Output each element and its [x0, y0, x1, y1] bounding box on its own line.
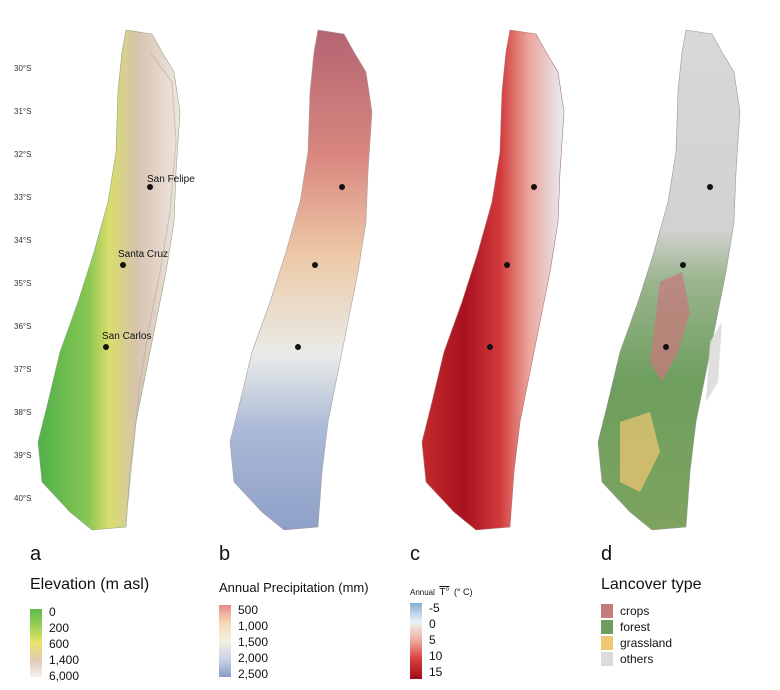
lat-32: 32°S: [14, 150, 32, 159]
lat-37: 37°S: [14, 365, 32, 374]
legend-swatch-crops: [601, 604, 613, 618]
legend-label-grassland: grassland: [620, 636, 673, 650]
legend-label: 5: [429, 633, 436, 647]
city-marker-san-carlos: [663, 344, 669, 350]
legend-label: 6,000: [49, 669, 80, 683]
city-marker-san-carlos: [487, 344, 493, 350]
legend-label: 200: [49, 621, 70, 635]
city-marker-san-felipe: [147, 184, 153, 190]
legend-title-temperature: Annual T° (° C): [410, 587, 473, 598]
lat-30: 30°S: [14, 64, 32, 73]
landcover-map: [597, 29, 741, 531]
elevation-colorbar: [30, 609, 42, 677]
panel-letter-a: a: [30, 543, 42, 565]
city-marker-santa-cruz: [504, 262, 510, 268]
lat-39: 39°S: [14, 451, 32, 460]
precipitation-colorbar: [219, 605, 231, 677]
chile-region-shape: [229, 29, 373, 531]
lat-34: 34°S: [14, 236, 32, 245]
panel-letter-b: b: [219, 543, 231, 565]
city-marker-san-felipe: [531, 184, 537, 190]
legend-label-crops: crops: [620, 604, 650, 618]
panel-letter-c: c: [410, 543, 420, 565]
legend-title-elevation: Elevation (m asl): [30, 576, 150, 593]
legend-label: -5: [429, 601, 440, 615]
lat-35: 35°S: [14, 279, 32, 288]
chile-region-shape: [37, 29, 181, 531]
city-label-san-carlos: San Carlos: [102, 331, 152, 342]
lat-40: 40°S: [14, 494, 32, 503]
legend-label: 1,400: [49, 653, 80, 667]
city-label-san-felipe: San Felipe: [147, 174, 195, 185]
legend-label: 1,500: [238, 635, 269, 649]
legend-swatch-grassland: [601, 636, 613, 650]
city-label-santa-cruz: Santa Cruz: [118, 249, 169, 260]
legend-swatch-forest: [601, 620, 613, 634]
legend-label: 1,000: [238, 619, 269, 633]
temperature-colorbar: [410, 603, 422, 679]
legend-label: 0: [49, 605, 56, 619]
legend-label: 600: [49, 637, 70, 651]
legend-title-landcover: Lancover type: [601, 576, 702, 593]
legend-label: 2,000: [238, 651, 269, 665]
lat-36: 36°S: [14, 322, 32, 331]
legend-label: 2,500: [238, 667, 269, 681]
legend-label: 0: [429, 617, 436, 631]
lat-31: 31°S: [14, 107, 32, 116]
city-marker-santa-cruz: [312, 262, 318, 268]
legend-label: 10: [429, 649, 443, 663]
elevation-map: [37, 29, 181, 531]
temperature-map: [421, 29, 565, 531]
legend-label-others: others: [620, 652, 654, 666]
city-marker-san-felipe: [339, 184, 345, 190]
legend-label-forest: forest: [620, 620, 651, 634]
lat-38: 38°S: [14, 408, 32, 417]
chile-region-shape: [421, 29, 565, 531]
city-marker-san-carlos: [103, 344, 109, 350]
city-marker-san-carlos: [295, 344, 301, 350]
legend-label: 500: [238, 603, 259, 617]
legend-swatch-others: [601, 652, 613, 666]
city-marker-santa-cruz: [120, 262, 126, 268]
legend-title-precipitation: Annual Precipitation (mm): [219, 580, 369, 595]
city-marker-san-felipe: [707, 184, 713, 190]
lat-33: 33°S: [14, 193, 32, 202]
city-marker-santa-cruz: [680, 262, 686, 268]
precipitation-map: [229, 29, 373, 531]
legend-label: 15: [429, 665, 443, 679]
panel-letter-d: d: [601, 543, 613, 565]
